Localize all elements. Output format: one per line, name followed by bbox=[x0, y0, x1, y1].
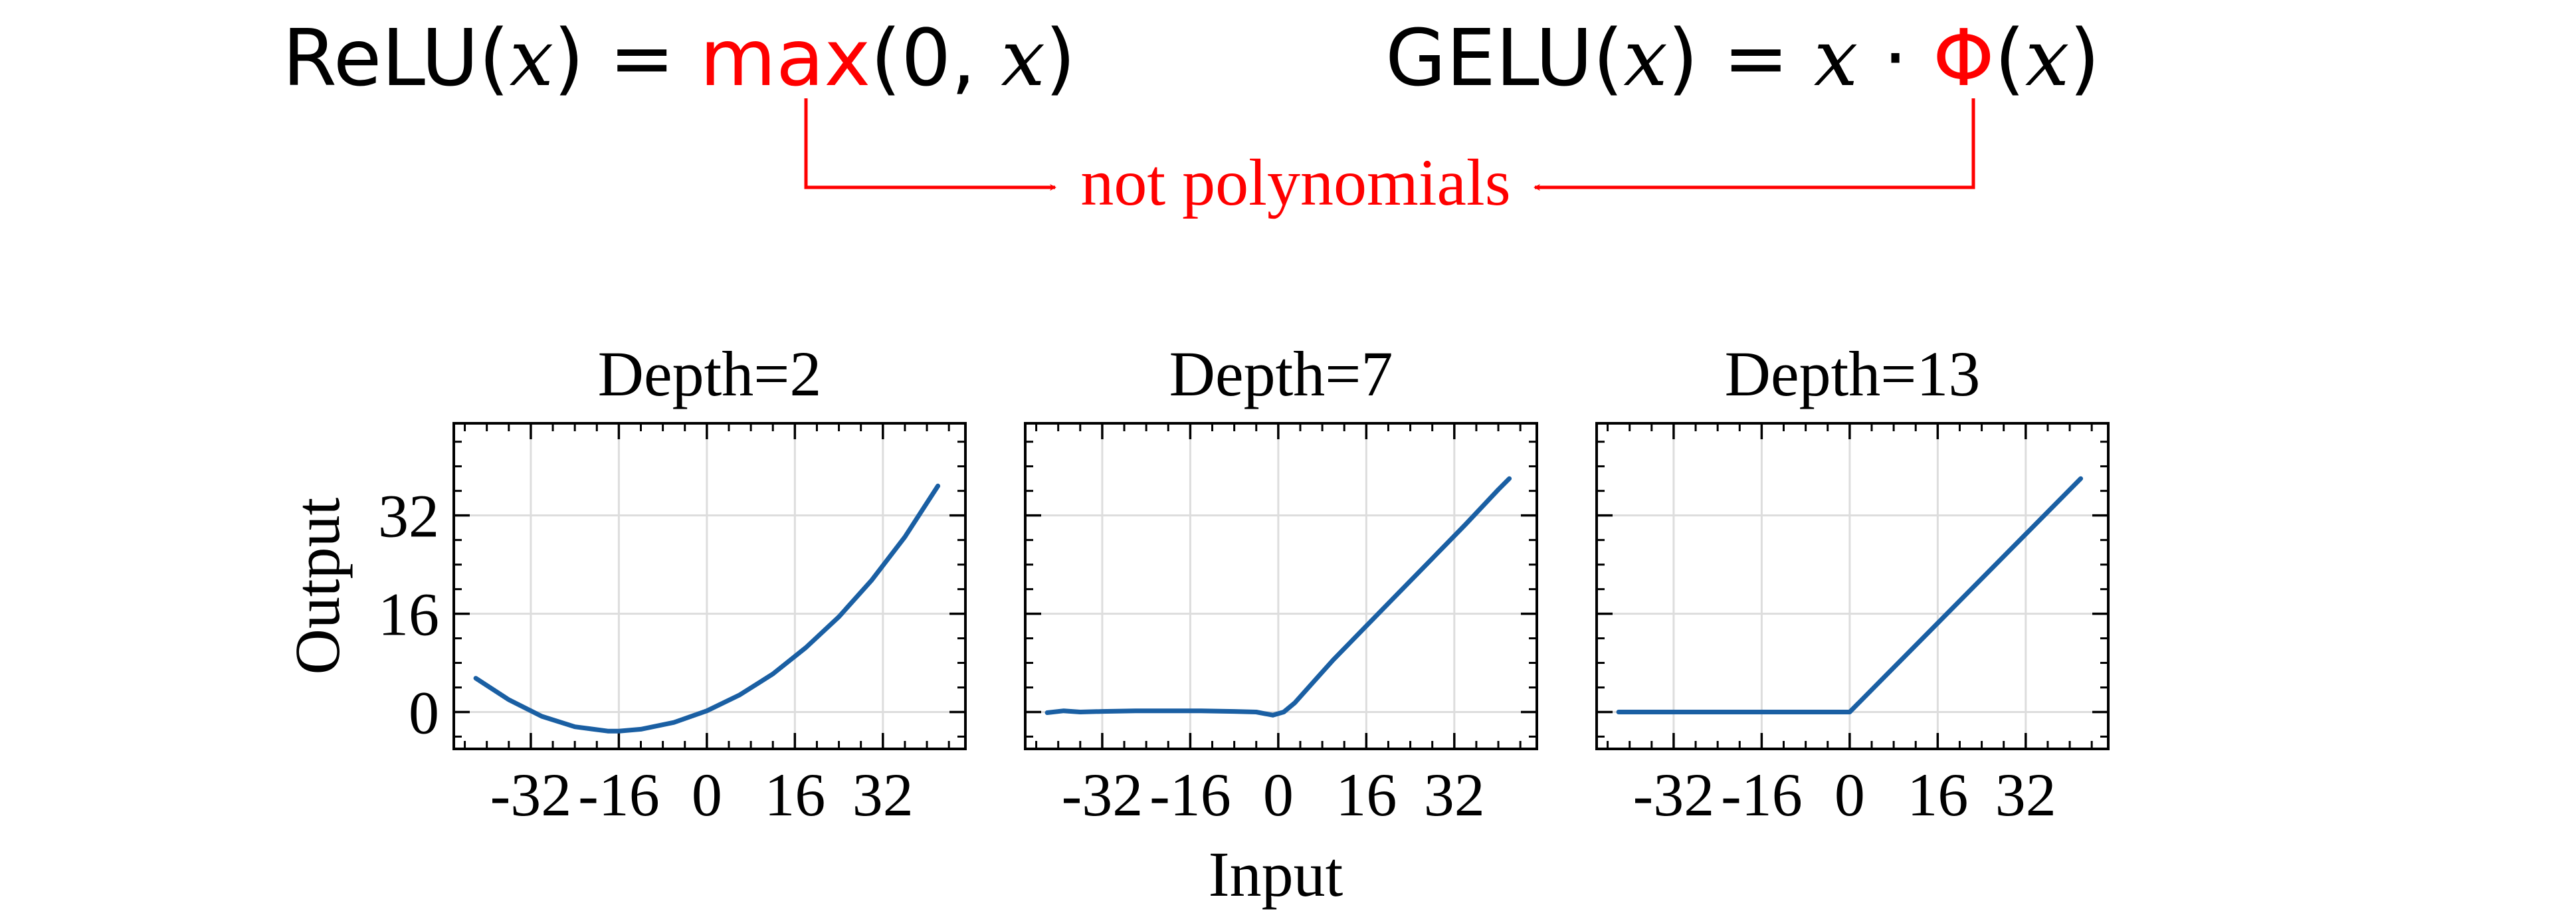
relu-max-op: max bbox=[700, 12, 870, 104]
x-tick-label: -16 bbox=[1149, 761, 1231, 829]
x-tick-label: -32 bbox=[1633, 761, 1715, 829]
gelu-var-2: x bbox=[1814, 12, 1858, 104]
y-tick-label: 32 bbox=[378, 482, 439, 550]
x-tick-label: -32 bbox=[1062, 761, 1143, 829]
relu-var: x bbox=[510, 12, 554, 104]
arrow-from-phi bbox=[1534, 98, 1975, 191]
chart-title: Depth=7 bbox=[1169, 338, 1393, 409]
x-tick-label: 0 bbox=[692, 761, 722, 829]
relu-formula: ReLU(x) = max(0, x) bbox=[282, 12, 1076, 104]
gelu-phi-op: Φ bbox=[1933, 12, 1995, 104]
x-tick-label: 0 bbox=[1263, 761, 1294, 829]
chart-panel-3: Depth=13 -32 -16 0 16 32 bbox=[1595, 338, 2110, 829]
gelu-var-3: x bbox=[2025, 12, 2070, 104]
chart-title: Depth=13 bbox=[1725, 338, 1981, 409]
x-tick-label: 16 bbox=[1907, 761, 1968, 829]
y-axis-label: Output bbox=[282, 497, 353, 674]
gelu-formula: GELU(x) = x · Φ(x) bbox=[1385, 12, 2100, 104]
gelu-close: ) bbox=[2069, 12, 2100, 104]
relu-var-2: x bbox=[1001, 12, 1045, 104]
series-line bbox=[1616, 476, 2084, 714]
gelu-dot: · bbox=[1883, 12, 1908, 104]
series-line bbox=[473, 483, 941, 734]
chart-panel-2: Depth=7 -32 -16 0 16 32 bbox=[1024, 338, 1538, 829]
relu-args: (0, bbox=[870, 12, 976, 104]
gelu-var: x bbox=[1623, 12, 1668, 104]
annotation-not-polynomials: not polynomials bbox=[1080, 146, 1510, 219]
chart-title: Depth=2 bbox=[598, 338, 822, 409]
y-tick-label: 0 bbox=[409, 679, 439, 747]
relu-close: ) bbox=[1045, 12, 1076, 104]
x-tick-label: -16 bbox=[1721, 761, 1803, 829]
gelu-equals: = bbox=[1723, 12, 1789, 104]
x-tick-label: -32 bbox=[490, 761, 572, 829]
axes-frame bbox=[1024, 422, 1538, 750]
x-tick-label: 16 bbox=[764, 761, 825, 829]
axes-frame bbox=[1595, 422, 2110, 750]
x-tick-label: 32 bbox=[1424, 761, 1485, 829]
x-tick-label: 16 bbox=[1336, 761, 1397, 829]
x-tick-label: 0 bbox=[1834, 761, 1865, 829]
arrow-from-max bbox=[804, 98, 1056, 191]
x-tick-label: 32 bbox=[1995, 761, 2056, 829]
relu-label: ReLU bbox=[282, 12, 479, 104]
gelu-label: GELU bbox=[1385, 12, 1593, 104]
chart-panel-1: Depth=2 -32 -16 0 16 32 0 16 32 bbox=[378, 338, 967, 829]
x-axis-label: Input bbox=[1209, 839, 1343, 910]
axes-frame bbox=[452, 422, 967, 750]
series-line bbox=[1044, 476, 1512, 718]
x-tick-label: 32 bbox=[852, 761, 914, 829]
x-tick-label: -16 bbox=[578, 761, 660, 829]
y-tick-label: 16 bbox=[378, 581, 439, 649]
relu-equals: = bbox=[609, 12, 675, 104]
